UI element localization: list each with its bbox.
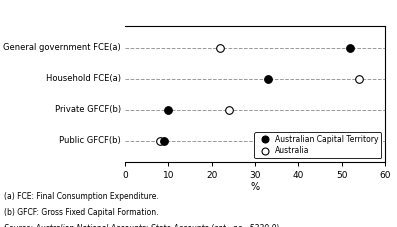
X-axis label: %: %	[251, 182, 260, 192]
Text: Source: Australian National Accounts: State Accounts (cat.  no.  5220.0).: Source: Australian National Accounts: St…	[4, 224, 281, 227]
Legend: Australian Capital Territory, Australia: Australian Capital Territory, Australia	[254, 132, 381, 158]
Text: (a) FCE: Final Consumption Expenditure.: (a) FCE: Final Consumption Expenditure.	[4, 192, 159, 201]
Text: (b) GFCF: Gross Fixed Capital Formation.: (b) GFCF: Gross Fixed Capital Formation.	[4, 208, 158, 217]
